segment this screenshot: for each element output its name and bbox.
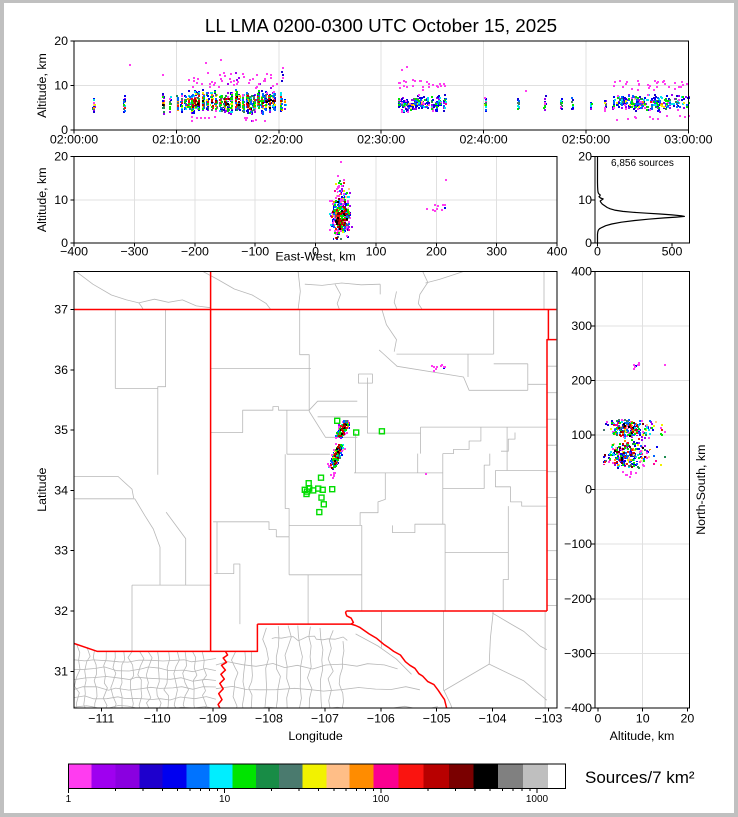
svg-text:35: 35 <box>54 423 68 437</box>
svg-text:100: 100 <box>366 245 387 259</box>
svg-text:−106: −106 <box>367 711 395 725</box>
svg-text:10: 10 <box>54 193 68 207</box>
svg-text:−300: −300 <box>564 646 592 660</box>
svg-text:−104: −104 <box>479 711 507 725</box>
svg-text:500: 500 <box>662 245 683 259</box>
svg-text:0: 0 <box>61 236 68 250</box>
svg-text:LL LMA 0200-0300 UTC October 1: LL LMA 0200-0300 UTC October 15, 2025 <box>205 15 557 36</box>
svg-text:32: 32 <box>54 604 68 618</box>
svg-text:10: 10 <box>219 794 231 805</box>
svg-text:−200: −200 <box>564 592 592 606</box>
svg-text:02:30:00: 02:30:00 <box>357 133 405 147</box>
svg-text:31: 31 <box>54 664 68 678</box>
svg-text:−300: −300 <box>121 245 149 259</box>
svg-text:03:00:00: 03:00:00 <box>664 133 712 147</box>
svg-text:Altitude, km: Altitude, km <box>610 729 675 743</box>
svg-text:−100: −100 <box>564 537 592 551</box>
svg-text:6,856 sources: 6,856 sources <box>611 158 674 169</box>
svg-text:300: 300 <box>486 245 507 259</box>
svg-text:−100: −100 <box>241 245 269 259</box>
svg-text:0: 0 <box>585 236 592 250</box>
svg-text:02:10:00: 02:10:00 <box>152 133 200 147</box>
svg-text:100: 100 <box>571 428 592 442</box>
svg-text:33: 33 <box>54 544 68 558</box>
svg-text:20: 20 <box>681 711 695 725</box>
svg-text:0: 0 <box>312 245 319 259</box>
svg-text:100: 100 <box>372 794 389 805</box>
svg-text:Longitude: Longitude <box>288 729 343 743</box>
svg-text:−105: −105 <box>423 711 451 725</box>
svg-text:1: 1 <box>66 794 72 805</box>
svg-text:0: 0 <box>595 711 602 725</box>
svg-text:Latitude: Latitude <box>35 468 49 512</box>
svg-text:37: 37 <box>54 303 68 317</box>
svg-text:02:20:00: 02:20:00 <box>255 133 303 147</box>
svg-text:Altitude, km: Altitude, km <box>35 167 49 232</box>
svg-text:200: 200 <box>571 374 592 388</box>
svg-text:−400: −400 <box>60 245 88 259</box>
svg-text:02:50:00: 02:50:00 <box>562 133 610 147</box>
svg-text:20: 20 <box>54 34 68 48</box>
svg-text:Sources/7 km²: Sources/7 km² <box>585 768 695 787</box>
svg-text:20: 20 <box>578 150 592 164</box>
svg-text:200: 200 <box>426 245 447 259</box>
svg-text:Altitude, km: Altitude, km <box>35 53 49 118</box>
svg-text:East-West, km: East-West, km <box>275 250 355 264</box>
svg-text:10: 10 <box>636 711 650 725</box>
svg-text:−109: −109 <box>199 711 227 725</box>
svg-text:02:40:00: 02:40:00 <box>459 133 507 147</box>
svg-text:20: 20 <box>54 150 68 164</box>
svg-text:02:00:00: 02:00:00 <box>50 133 98 147</box>
svg-text:−400: −400 <box>564 701 592 715</box>
svg-text:−107: −107 <box>311 711 339 725</box>
svg-text:10: 10 <box>54 79 68 93</box>
svg-text:34: 34 <box>54 483 68 497</box>
svg-text:300: 300 <box>571 319 592 333</box>
svg-text:−108: −108 <box>255 711 283 725</box>
svg-text:1000: 1000 <box>526 794 549 805</box>
svg-text:−110: −110 <box>144 711 171 725</box>
svg-text:0: 0 <box>585 483 592 497</box>
svg-text:400: 400 <box>571 265 592 279</box>
svg-text:400: 400 <box>547 245 568 259</box>
svg-text:−103: −103 <box>535 711 563 725</box>
svg-text:−111: −111 <box>88 711 114 725</box>
svg-text:10: 10 <box>578 193 592 207</box>
svg-text:36: 36 <box>54 363 68 377</box>
svg-text:−200: −200 <box>181 245 209 259</box>
svg-text:0: 0 <box>61 123 68 137</box>
svg-text:0: 0 <box>594 245 601 259</box>
svg-text:North-South, km: North-South, km <box>694 445 708 535</box>
